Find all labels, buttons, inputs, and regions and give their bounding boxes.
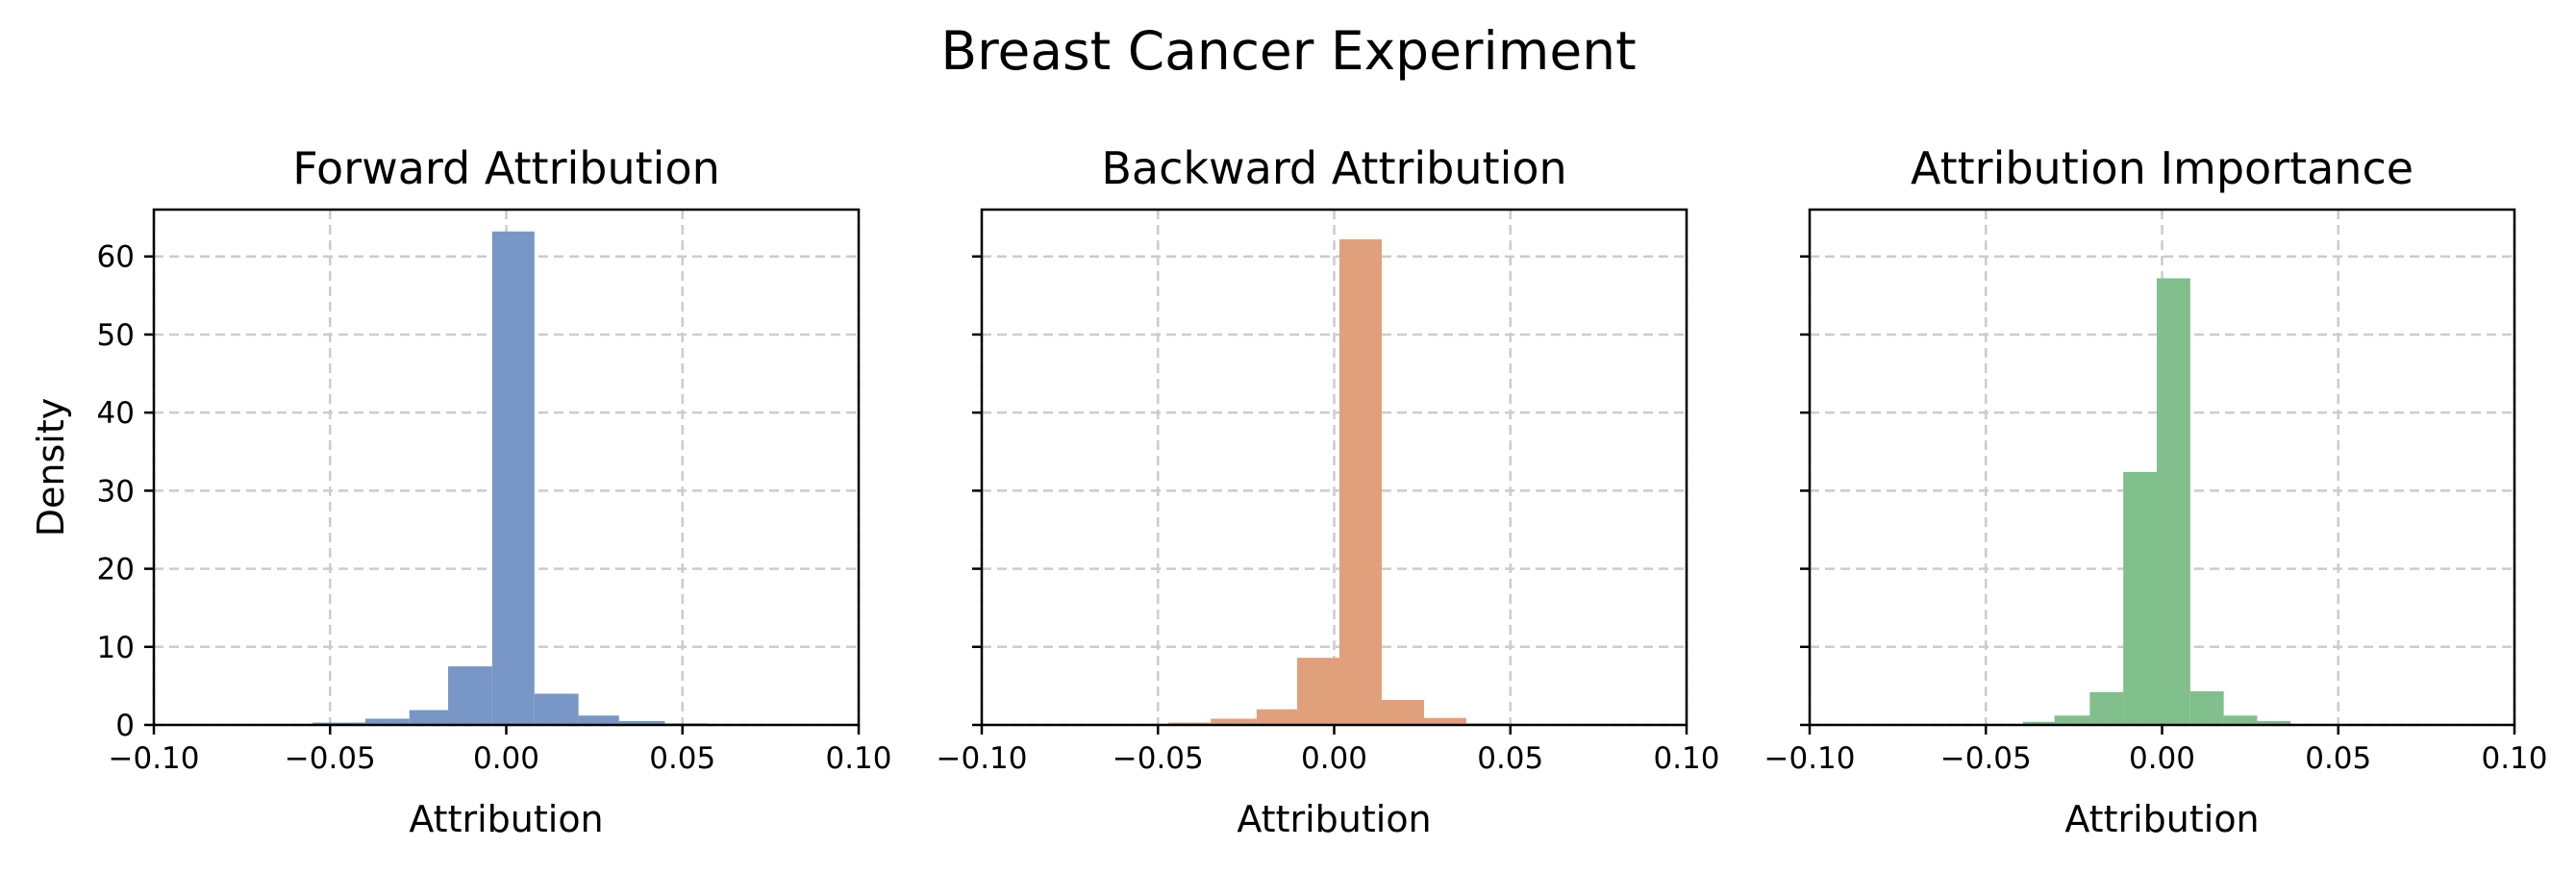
x-tick-label: 0.05 (2305, 741, 2371, 776)
subplot-3: −0.10 −0.05 0.00 0.05 0.10 Attribution Import… (1764, 142, 2548, 840)
x-tick-label: −0.05 (1113, 741, 1204, 776)
histogram-bar (1423, 717, 1466, 725)
x-tick-label: 0.00 (1301, 741, 1367, 776)
histogram-bar (2257, 720, 2291, 725)
y-tick-label: 50 (97, 318, 135, 353)
histogram-bar (1381, 700, 1424, 725)
x-tick-label: 0.00 (2129, 741, 2195, 776)
histogram-bar (1297, 658, 1339, 725)
y-tick-label: 30 (97, 474, 135, 509)
y-tick-label: 40 (97, 396, 135, 431)
x-tick-label: −0.10 (937, 741, 1028, 776)
x-tick-label: −0.05 (285, 741, 376, 776)
histogram-bar (1338, 238, 1382, 726)
y-tick-label: 0 (115, 709, 135, 743)
x-axis-label: Attribution (2064, 798, 2259, 840)
figure-title: Breast Cancer Experiment (940, 20, 1636, 82)
histogram-bar (409, 710, 449, 725)
histogram-bar (2054, 715, 2090, 725)
y-tick-label: 60 (97, 240, 135, 275)
histogram-bar (2223, 715, 2258, 725)
histogram-bar (534, 693, 579, 725)
subplot-2: −0.10 −0.05 0.00 0.05 0.10 Backward Attributi… (937, 142, 1720, 840)
histogram-bar (2022, 721, 2055, 725)
x-tick-label: 0.10 (2481, 741, 2547, 776)
histogram-bar (578, 715, 619, 725)
histogram-bar (491, 231, 535, 726)
x-tick-label: 0.10 (1653, 741, 1719, 776)
histogram-bar (1256, 709, 1298, 725)
histogram-bar (1211, 718, 1257, 725)
x-axis-label: Attribution (409, 798, 603, 840)
y-axis-label: Density (30, 398, 72, 536)
x-tick-label: 0.10 (825, 741, 891, 776)
histogram-bar (2157, 278, 2190, 725)
histogram-bar (618, 720, 665, 725)
histogram-bar (2189, 691, 2224, 725)
x-tick-label: −0.10 (109, 741, 200, 776)
histogram-bar (2089, 691, 2124, 725)
y-tick-label: 20 (97, 553, 135, 587)
x-axis-label: Attribution (1237, 798, 1431, 840)
x-tick-label: 0.00 (473, 741, 539, 776)
subplot-1: −0.10 −0.05 0.00 0.05 0.10 0 10 20 30 40 50 60 Forwa… (30, 142, 892, 840)
panels: −0.10 −0.05 0.00 0.05 0.10 0 10 20 30 40 50 60 Forwa… (30, 142, 2548, 840)
histogram-bar (2123, 471, 2158, 725)
x-tick-label: −0.05 (1940, 741, 2032, 776)
subplot-title: Forward Attribution (292, 142, 720, 194)
x-tick-label: 0.05 (1477, 741, 1543, 776)
histogram-bar (364, 718, 410, 725)
y-tick-label: 10 (97, 631, 135, 665)
x-tick-label: −0.10 (1764, 741, 1856, 776)
histogram-bar (448, 666, 492, 725)
subplot-title: Attribution Importance (1911, 142, 2413, 194)
x-tick-label: 0.05 (649, 741, 715, 776)
subplot-title: Backward Attribution (1101, 142, 1566, 194)
